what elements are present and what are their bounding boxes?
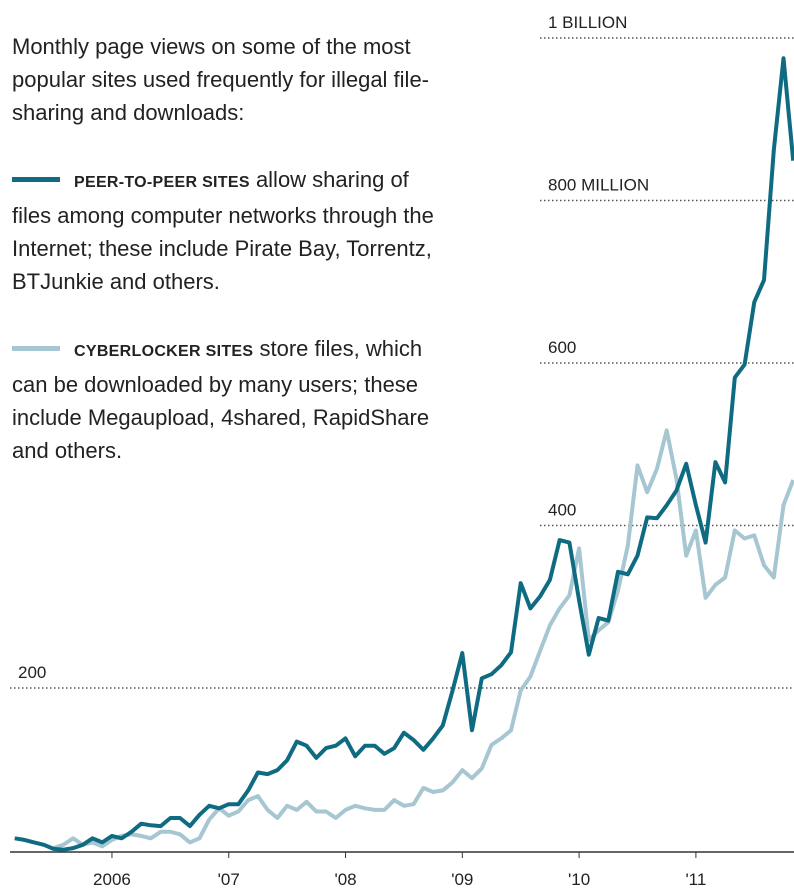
x-tick-label: '09 xyxy=(451,870,473,889)
legend-entry: CYBERLOCKER SITES store files, which can… xyxy=(12,332,437,467)
series-line xyxy=(14,56,794,852)
x-tick-label: '11 xyxy=(685,870,706,889)
y-tick-label: 400 xyxy=(548,501,576,520)
y-tick-label: 200 xyxy=(18,663,46,682)
x-tick-label: 2006 xyxy=(93,870,131,889)
x-tick-label: '08 xyxy=(334,870,356,889)
x-tick-label: '07 xyxy=(218,870,240,889)
notes: Monthly page views on some of the most p… xyxy=(12,30,437,501)
y-tick-label: 800 MILLION xyxy=(548,176,649,195)
y-tick-label: 600 xyxy=(548,338,576,357)
legend-swatch xyxy=(12,345,60,351)
legend-label: PEER-TO-PEER SITES xyxy=(74,174,250,191)
series-line xyxy=(52,428,794,850)
legend-entry: PEER-TO-PEER SITES allow sharing of file… xyxy=(12,163,437,298)
y-tick-label: 1 BILLION xyxy=(548,13,627,32)
x-tick-label: '10 xyxy=(568,870,590,889)
legend-label: CYBERLOCKER SITES xyxy=(74,343,254,360)
legend-text: allow sharing of files among computer ne… xyxy=(12,167,434,294)
legend-text: store files, which can be downloaded by … xyxy=(12,336,430,463)
description: Monthly page views on some of the most p… xyxy=(12,34,430,125)
legend-swatch xyxy=(12,176,60,182)
lines xyxy=(14,56,794,852)
